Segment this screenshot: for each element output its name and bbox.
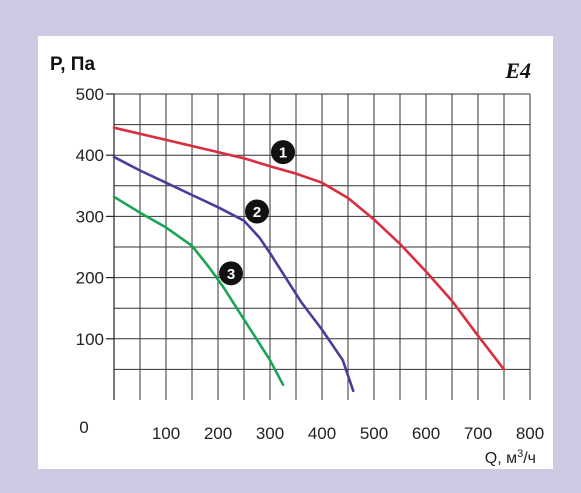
series-marker-1 (271, 140, 295, 165)
series-marker-3 (219, 261, 243, 286)
series-line-3 (112, 195, 285, 387)
series-line-1 (112, 126, 506, 371)
chart-panel: 1 2 3 100 200 300 400 500 100 200 300 400 500 600 700… (38, 36, 553, 469)
series-marker-label: 2 (253, 204, 261, 221)
series-marker-2 (245, 199, 269, 224)
x-tick-label: 500 (360, 424, 388, 443)
y-tick-label: 300 (76, 207, 104, 226)
series-line-2 (112, 155, 355, 393)
series-marker-label: 1 (279, 145, 287, 162)
x-tick-label: 300 (256, 424, 284, 443)
x-tick-label: 600 (412, 424, 440, 443)
y-tick-label: 400 (76, 146, 104, 165)
x-axis-label: Q, м3/ч (485, 448, 536, 467)
series-lines (112, 126, 506, 393)
y-tick-label: 100 (76, 330, 104, 349)
x-tick-label: 200 (204, 424, 232, 443)
y-axis-label: P, Па (50, 54, 95, 75)
chart-tag: E4 (504, 58, 531, 83)
y-tick-label: 500 (76, 85, 104, 104)
tick-labels: 100 200 300 400 500 100 200 300 400 500 600 700 800 0 (76, 85, 545, 443)
y-tick-label: 200 (76, 269, 104, 288)
series-marker-label: 3 (227, 266, 235, 283)
x-tick-label: 100 (152, 424, 180, 443)
series-markers: 1 2 3 (219, 140, 295, 286)
chart: 1 2 3 100 200 300 400 500 100 200 300 400 500 600 700… (50, 54, 545, 467)
x-tick-label: 800 (516, 424, 544, 443)
grid (106, 93, 531, 400)
x-tick-label: 400 (308, 424, 336, 443)
x-tick-label: 700 (464, 424, 492, 443)
origin-label: 0 (79, 418, 88, 437)
